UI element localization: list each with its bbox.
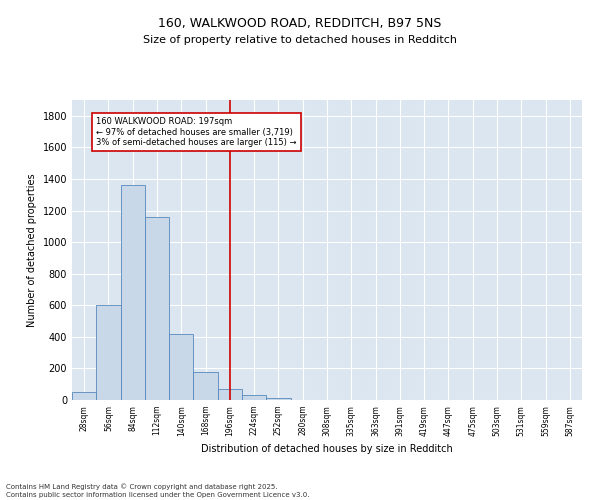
- Bar: [218, 389, 242, 400]
- Bar: [72, 392, 96, 400]
- Bar: [266, 398, 290, 400]
- Text: 160, WALKWOOD ROAD, REDDITCH, B97 5NS: 160, WALKWOOD ROAD, REDDITCH, B97 5NS: [158, 18, 442, 30]
- Text: Contains HM Land Registry data © Crown copyright and database right 2025.
Contai: Contains HM Land Registry data © Crown c…: [6, 484, 310, 498]
- Bar: [193, 372, 218, 400]
- Text: Size of property relative to detached houses in Redditch: Size of property relative to detached ho…: [143, 35, 457, 45]
- X-axis label: Distribution of detached houses by size in Redditch: Distribution of detached houses by size …: [201, 444, 453, 454]
- Bar: [96, 306, 121, 400]
- Text: 160 WALKWOOD ROAD: 197sqm
← 97% of detached houses are smaller (3,719)
3% of sem: 160 WALKWOOD ROAD: 197sqm ← 97% of detac…: [96, 118, 297, 147]
- Bar: [145, 217, 169, 400]
- Bar: [169, 334, 193, 400]
- Bar: [242, 396, 266, 400]
- Bar: [121, 186, 145, 400]
- Y-axis label: Number of detached properties: Number of detached properties: [27, 173, 37, 327]
